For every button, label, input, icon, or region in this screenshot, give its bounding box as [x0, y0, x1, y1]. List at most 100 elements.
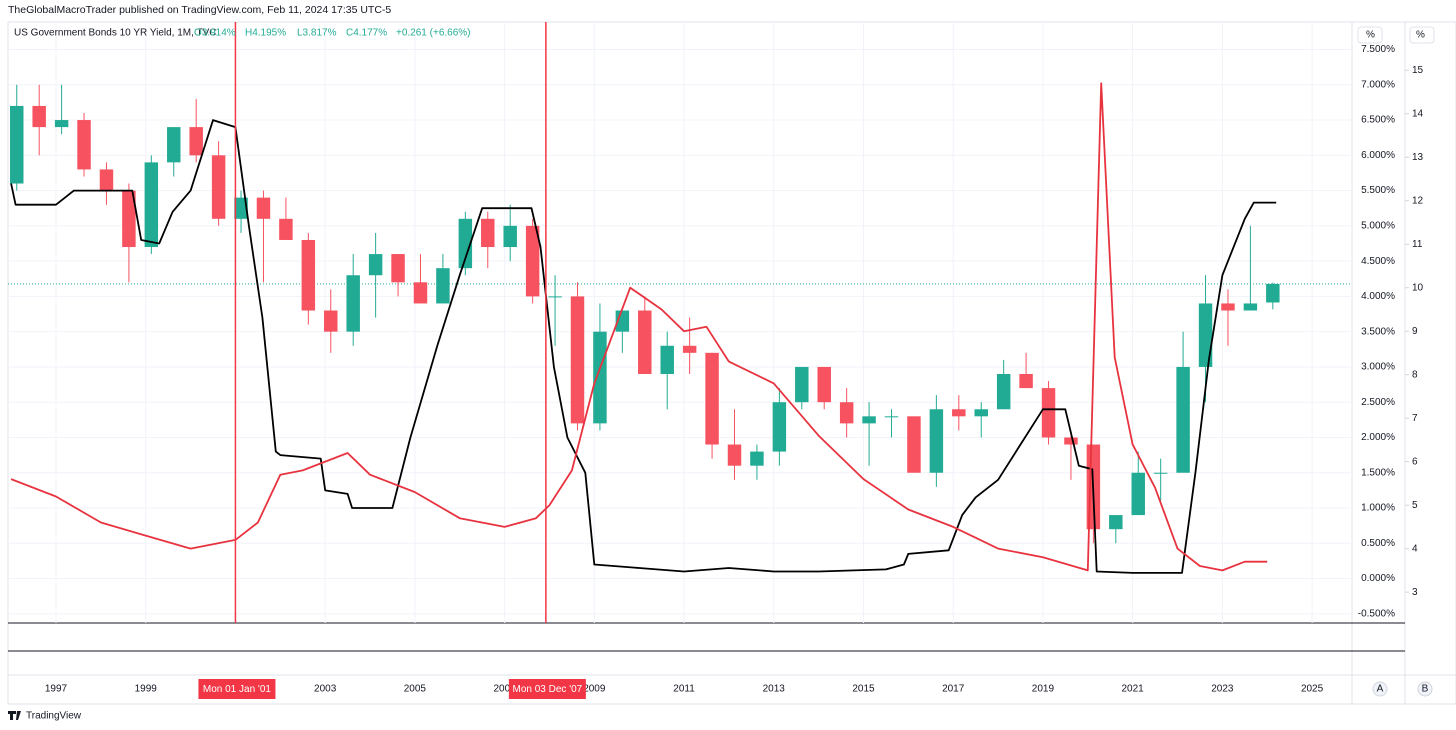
y-tick-label: 7.000% — [1361, 79, 1395, 90]
candle-body — [32, 105, 46, 128]
unit-button[interactable] — [1357, 26, 1383, 44]
right-axis-unit: % — [1416, 30, 1425, 41]
legend-high: H4.195% — [245, 28, 286, 39]
y2-tick-label: 12 — [1412, 195, 1424, 206]
candle-body — [907, 416, 921, 473]
y-tick-label: 0.500% — [1361, 538, 1395, 549]
candle-body — [368, 254, 383, 276]
y-tick-label: 3.500% — [1361, 326, 1395, 337]
legend-change: +0.261 (+6.66%) — [396, 28, 471, 39]
series-line — [10, 119, 1277, 574]
auto-scale-label: A — [1377, 684, 1384, 695]
y-tick-label: 7.500% — [1361, 44, 1395, 55]
x-tick-label: 2013 — [763, 684, 786, 695]
candle-body — [346, 275, 360, 332]
y-tick-label: 2.000% — [1361, 432, 1395, 443]
x-tick-label: 2023 — [1211, 684, 1234, 695]
candle-body — [324, 310, 338, 332]
marker-label-box — [198, 679, 276, 699]
candle-body — [122, 190, 136, 248]
series-line — [10, 82, 1268, 572]
plot — [8, 22, 1352, 623]
logo-icon — [8, 711, 21, 720]
candle-body — [1109, 515, 1123, 530]
candle-body — [839, 402, 854, 424]
overlay: US Government Bonds 10 YR Yield, 1M, TVC… — [8, 26, 1435, 722]
candle-body — [750, 451, 764, 466]
candle-body — [705, 352, 719, 445]
marker-label-box — [508, 679, 586, 699]
scale-label: B — [1422, 684, 1429, 695]
candle-body — [570, 296, 585, 424]
candle-body — [884, 416, 899, 418]
x-tick-label: 2021 — [1122, 684, 1145, 695]
candle-body — [638, 310, 652, 374]
x-tick-label: 2019 — [1032, 684, 1055, 695]
candle-body — [391, 254, 405, 283]
x-tick-label: 2017 — [942, 684, 965, 695]
scale-button[interactable] — [1417, 681, 1433, 697]
x-tick-label: 2011 — [673, 684, 695, 695]
candle-body — [929, 409, 944, 473]
y-tick-label: 0.000% — [1361, 573, 1395, 584]
y-tick-label: 6.000% — [1361, 150, 1395, 161]
x-tick-label: 2007 — [493, 684, 516, 695]
y-tick-label: 5.500% — [1361, 185, 1395, 196]
candle-body — [817, 366, 831, 403]
candle-body — [1176, 366, 1190, 473]
x-tick-label: 2015 — [852, 684, 875, 695]
candle-body — [548, 296, 562, 298]
y2-tick-label: 11 — [1412, 239, 1423, 250]
auto-scale-button[interactable] — [1372, 681, 1388, 697]
y-tick-label: 4.000% — [1361, 291, 1395, 302]
candle-body — [862, 416, 876, 424]
left-axis-unit: % — [1366, 30, 1375, 41]
logo-text: TradingView — [26, 711, 82, 722]
candle-body — [1198, 303, 1213, 367]
candle-body — [167, 127, 181, 163]
candle-body — [974, 409, 988, 417]
candle-body — [301, 239, 316, 311]
candle-body — [525, 225, 540, 297]
candle-body — [189, 127, 203, 156]
candle-body — [234, 197, 248, 219]
y2-tick-label: 15 — [1412, 65, 1424, 76]
y2-tick-label: 8 — [1412, 369, 1418, 380]
candle-body — [481, 218, 495, 248]
y-tick-label: 1.500% — [1361, 467, 1395, 478]
candle-body — [54, 120, 69, 128]
marker-label: Mon 03 Dec '07 — [513, 684, 583, 695]
candle-body — [660, 345, 674, 374]
x-tick-label: 2003 — [314, 684, 337, 695]
candle-body — [10, 105, 24, 184]
y2-tick-label: 13 — [1412, 152, 1424, 163]
marker-label: Mon 01 Jan '01 — [203, 684, 272, 695]
y-tick-label: 3.000% — [1361, 362, 1395, 373]
candle-body — [503, 225, 517, 248]
y2-tick-label: 10 — [1412, 282, 1424, 293]
candle-body — [795, 366, 809, 403]
candle-body — [1131, 472, 1145, 516]
candle-body — [682, 345, 697, 353]
candle-body — [1266, 283, 1280, 303]
candle-body — [1019, 373, 1033, 389]
candle-body — [1243, 303, 1258, 311]
candle-body — [772, 402, 787, 452]
candle-body — [211, 155, 226, 219]
y-tick-label: 6.500% — [1361, 115, 1395, 126]
x-tick-label: 2005 — [404, 684, 427, 695]
candle-body — [996, 373, 1011, 410]
y2-tick-label: 4 — [1412, 543, 1418, 554]
y-tick-label: -0.500% — [1358, 608, 1395, 619]
legend-low: L3.817% — [297, 28, 337, 39]
y2-tick-label: 3 — [1412, 587, 1418, 598]
y2-tick-label: 14 — [1412, 108, 1424, 119]
y2-tick-label: 9 — [1412, 326, 1418, 337]
unit-button[interactable] — [1409, 26, 1435, 44]
y-tick-label: 1.000% — [1361, 503, 1395, 514]
candle-body — [1064, 437, 1078, 445]
x-tick-label: 2025 — [1301, 684, 1324, 695]
legend-title: US Government Bonds 10 YR Yield, 1M, TVC — [14, 28, 217, 39]
